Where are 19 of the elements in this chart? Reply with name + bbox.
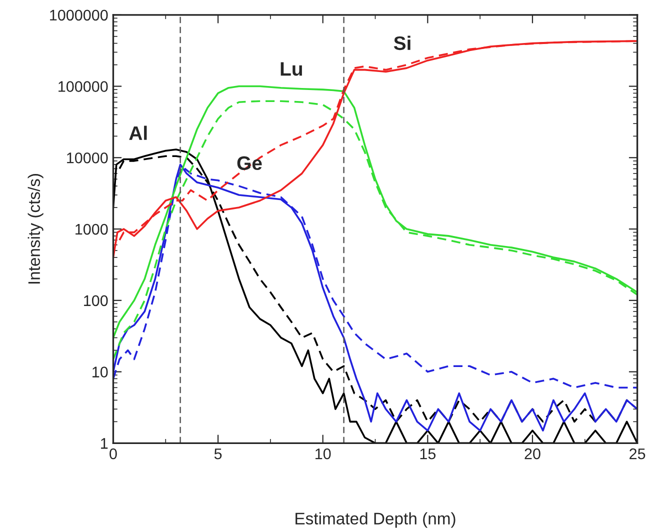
annotation: Ge [237,156,262,170]
x-axis-title: Estimated Depth (nm) [296,512,456,528]
y-tick-label: 100 [84,295,108,306]
y-tick-label: 1 [101,438,108,449]
x-tick-label: 0 [110,448,117,460]
y-tick-label: 1000 [76,224,108,235]
x-tick-label: 10 [316,448,331,460]
annotation: Al [129,126,147,140]
y-tick-label: 10 [92,366,108,378]
x-tick-label: 5 [214,448,222,460]
y-tick-label: 100000 [58,81,108,92]
x-tick-label: 15 [420,448,436,460]
x-tick-label: 25 [630,448,646,460]
y-tick-label: 10000 [67,152,108,164]
y-tick-label: 1000000 [50,10,108,21]
x-tick-label: 20 [524,448,540,460]
y-axis-title: Intensity (cts/s) [28,174,44,284]
annotation: Si [394,36,410,50]
annotation: Lu [280,62,302,76]
